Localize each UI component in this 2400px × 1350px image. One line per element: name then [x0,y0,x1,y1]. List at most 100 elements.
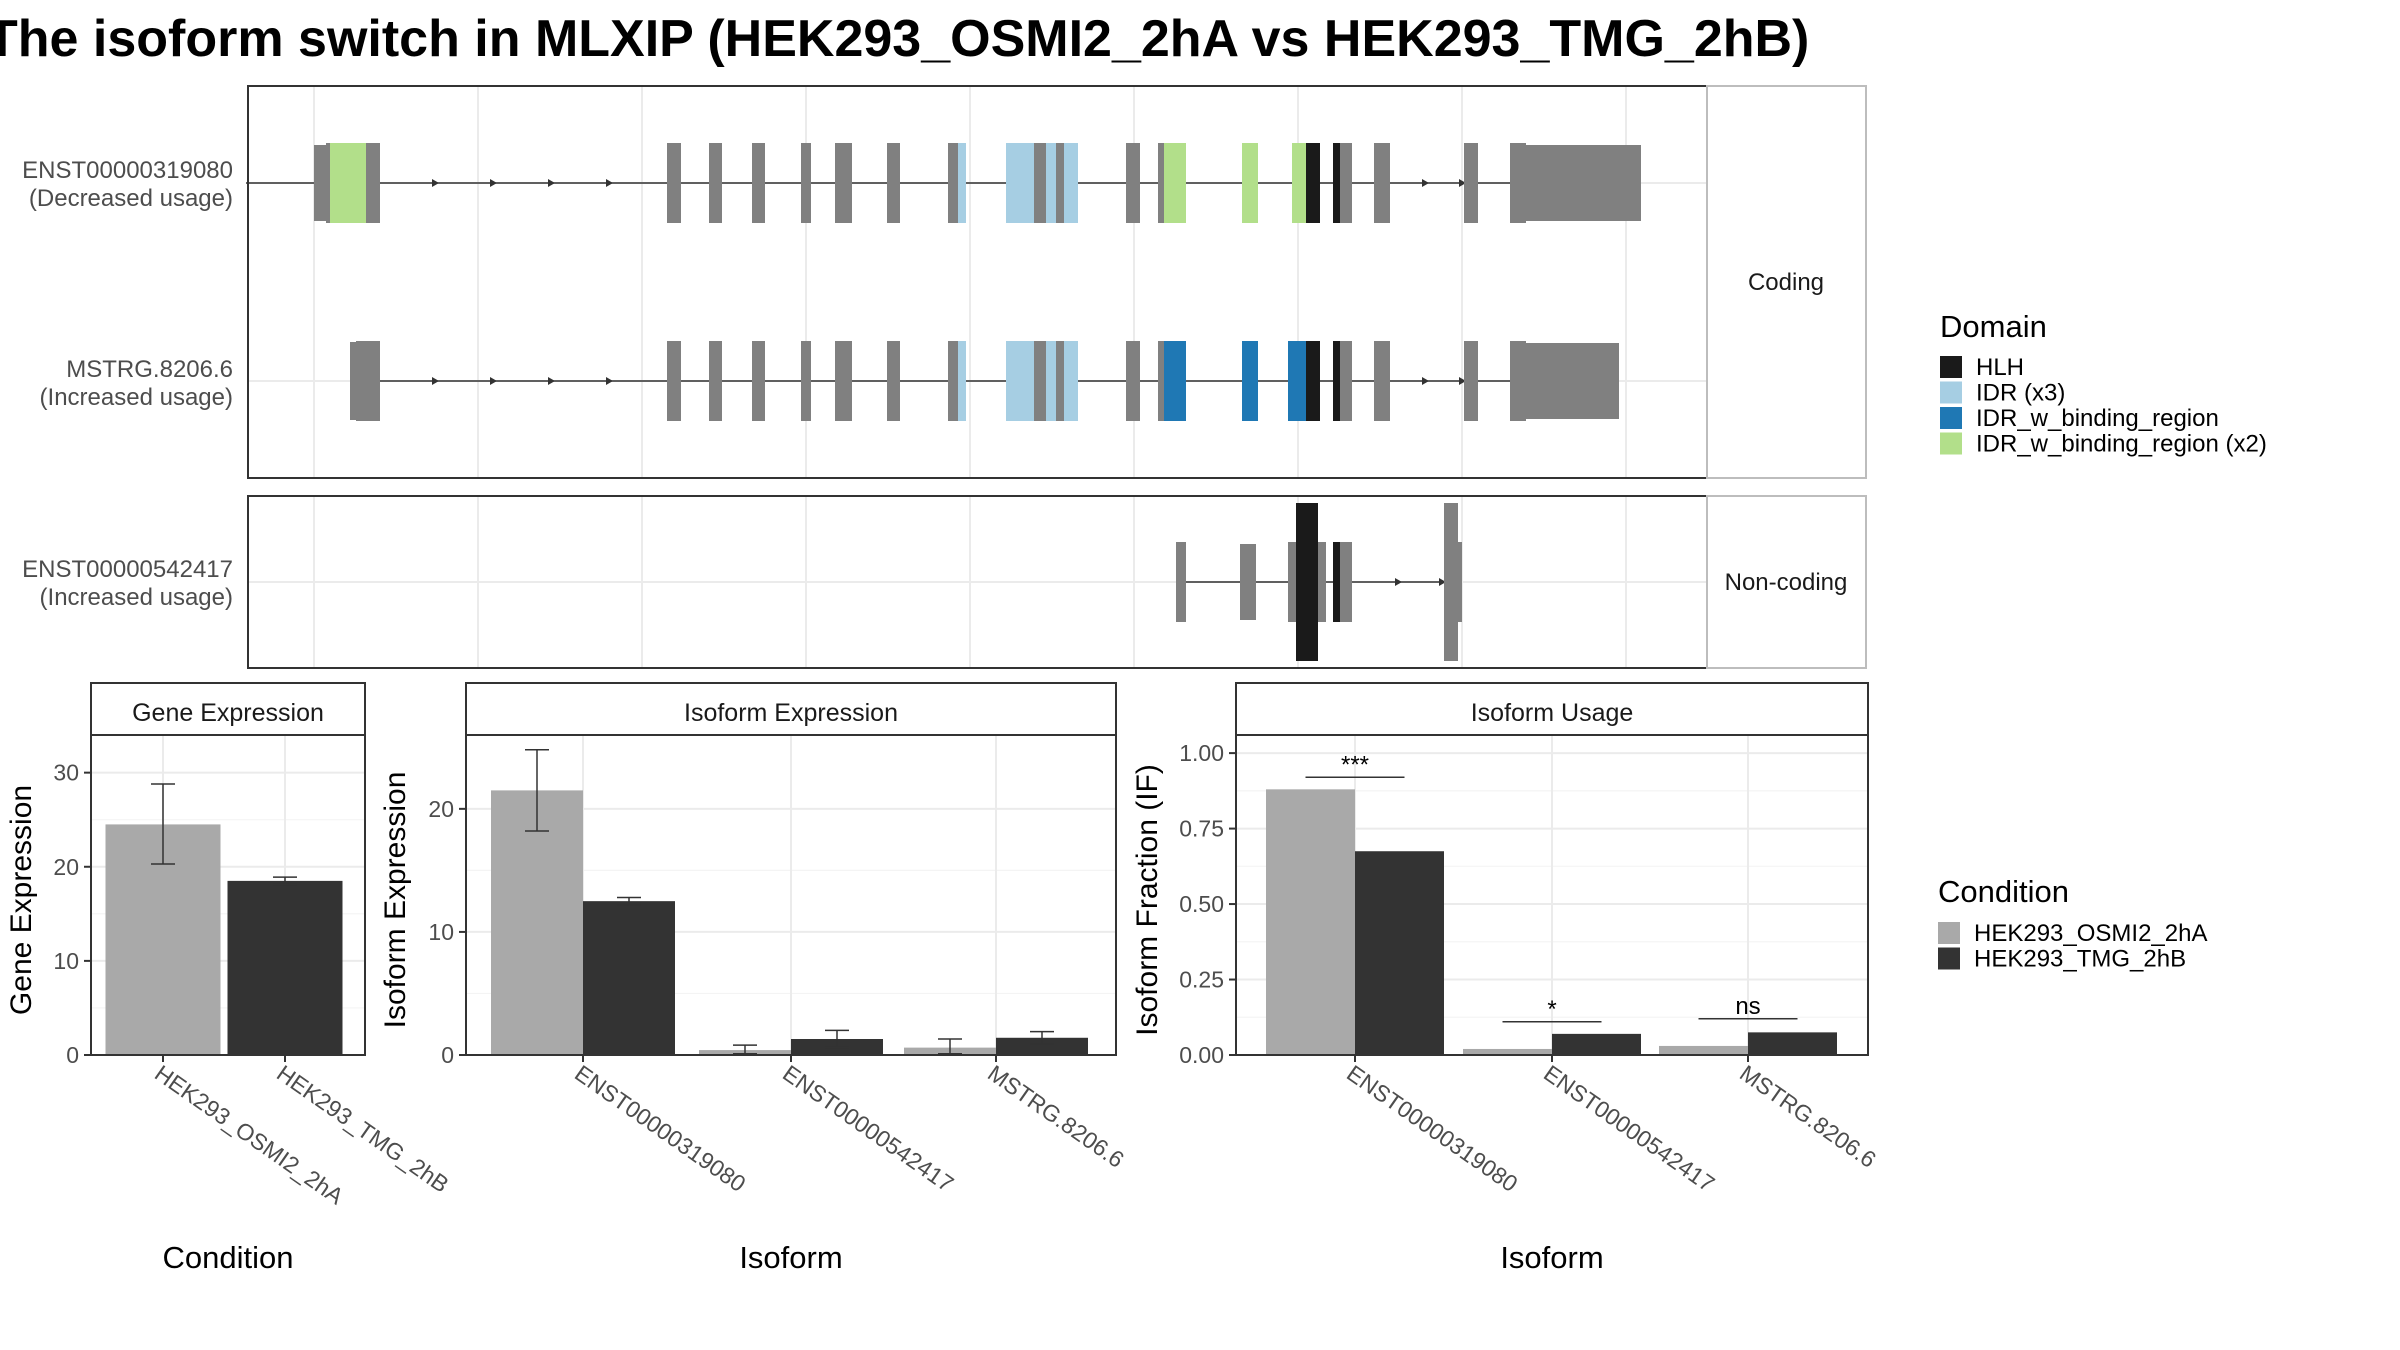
significance-label: *** [1341,751,1369,778]
y-tick-label: 0 [441,1042,454,1068]
chart-title: Isoform Usage [1471,699,1634,727]
exon-block [1306,143,1320,223]
exon-block [1288,341,1306,421]
transcript-usage: (Decreased usage) [29,185,233,212]
intron-arrow [432,179,439,187]
exon-block [1006,143,1024,223]
figure-title: The isoform switch in MLXIP (HEK293_OSMI… [0,10,1809,68]
chart-strip [465,682,1117,736]
exon-block [1526,145,1641,221]
y-tick-label: 0.00 [1179,1042,1224,1068]
x-tick-label: MSTRG.8206.6 [983,1060,1129,1173]
exon-block [356,341,380,421]
bar [1266,789,1355,1055]
intron-arrow [1395,578,1402,586]
y-tick-label: 1.00 [1179,740,1224,766]
bar [491,790,583,1055]
exon-block [1164,143,1186,223]
x-axis-label: Isoform [739,1240,842,1275]
exon-block [1176,542,1186,622]
y-tick-label: 10 [428,919,454,945]
exon-block [801,341,811,421]
intron-arrow [490,179,497,187]
y-tick-label: 0 [66,1042,79,1068]
domain-legend-swatch [1940,356,1962,378]
coding-strip [1706,85,1867,479]
domain-legend-swatch [1940,432,1962,455]
chart-strip [1235,682,1869,736]
exon-block [1288,542,1296,622]
exon-block [1242,341,1258,421]
x-tick-label: ENST00000319080 [570,1060,750,1197]
intron-arrow [548,377,555,385]
exon-block [948,143,958,223]
exon-block [1056,341,1064,421]
x-tick-label: MSTRG.8206.6 [1735,1060,1881,1173]
coding-strip-label: Coding [1748,269,1824,296]
domain-legend-swatch [1940,407,1962,429]
exon-block [1333,542,1340,622]
y-axis-label: Isoform Fraction (IF) [1131,764,1164,1036]
condition-legend-label: HEK293_OSMI2_2hA [1974,920,2207,947]
intron-arrow [606,179,613,187]
intron-arrow [1439,578,1446,586]
isoform-usage-panel: Isoform Usage Isoform Fraction (IF) Isof… [1131,682,1881,1275]
y-tick-label: 20 [428,796,454,822]
exon-block [1126,143,1140,223]
exon-block [1024,341,1034,421]
exon-block [1340,341,1352,421]
exon-block [835,143,852,223]
x-tick-label: ENST00000542417 [1539,1060,1719,1197]
exon-block [887,341,900,421]
exon-block [1340,143,1352,223]
transcript-id: ENST00000319080 [22,157,233,184]
exon-block [1064,341,1078,421]
exon-block [1158,341,1164,421]
exon-block [1333,341,1340,421]
x-axis-label: Condition [163,1240,294,1275]
exon-block [1374,143,1390,223]
transcript-id: MSTRG.8206.6 [66,356,233,383]
domain-legend-swatch [1940,381,1962,404]
intron-arrow [432,377,439,385]
exon-block [1464,341,1478,421]
y-axis-label: Isoform Expression [379,772,412,1029]
bar [583,901,675,1055]
intron-arrow [1459,179,1466,187]
exon-block [1046,143,1056,223]
plot-frame [90,734,366,1056]
exon-block [1306,341,1320,421]
chart-title: Isoform Expression [684,699,898,727]
exon-block [752,143,765,223]
exon-block [1374,341,1390,421]
domain-legend-title: Domain [1940,309,2047,344]
exon-block [1164,341,1186,421]
condition-legend-label: HEK293_TMG_2hB [1974,946,2186,973]
y-tick-label: 30 [53,760,79,786]
intron-arrow [1422,377,1429,385]
x-tick-label: ENST00000542417 [778,1060,958,1197]
bar [1355,851,1444,1055]
exon-block [887,143,900,223]
exon-block [1333,143,1340,223]
transcript-id: ENST00000542417 [22,556,233,583]
exon-block [667,341,681,421]
exon-block [709,341,722,421]
plot-frame [1235,734,1869,1056]
intron-arrow [1459,377,1466,385]
exon-block [1340,542,1352,622]
y-axis-label: Gene Expression [5,785,38,1015]
intron-arrow [1422,179,1429,187]
intron-arrow [606,377,613,385]
significance-label: * [1547,996,1556,1023]
exon-block [1444,503,1458,661]
exon-block [1510,341,1526,421]
exon-block [1318,542,1326,622]
domain-legend-label: IDR_w_binding_region (x2) [1976,431,2267,458]
bar [996,1037,1088,1055]
exon-block [1240,544,1256,620]
exon-block [1024,143,1034,223]
exon-block [801,143,811,223]
